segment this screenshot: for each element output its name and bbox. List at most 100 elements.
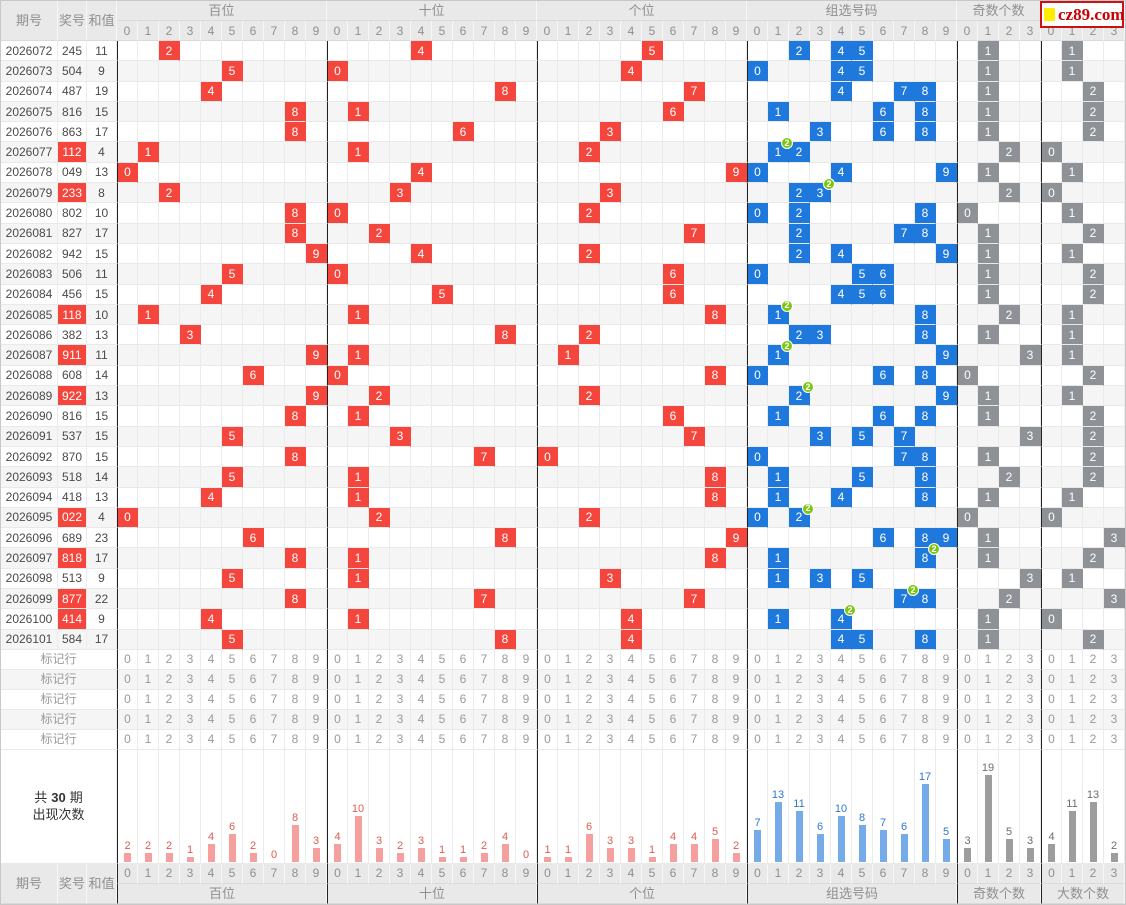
grid-cell [579, 426, 600, 447]
grid-cell [1062, 446, 1083, 468]
grid-cell [327, 487, 348, 508]
marker-digit: 5 [222, 689, 243, 710]
grid-cell [768, 629, 789, 650]
grid-cell [558, 61, 579, 82]
grid-cell [1041, 61, 1062, 82]
footer-col-digit: 8 [915, 863, 936, 884]
marker-digit: 3 [1020, 689, 1041, 710]
grid-cell [684, 142, 705, 163]
grid-cell [243, 61, 264, 82]
grid-cell [852, 365, 873, 387]
grid-cell [264, 223, 285, 244]
sum-cell: 9 [87, 609, 117, 630]
grid-cell [537, 264, 558, 285]
stat-bar [1005, 838, 1013, 862]
stat-value: 19 [981, 761, 995, 774]
grid-cell [453, 446, 474, 468]
grid-cell [306, 548, 327, 569]
marker-digit: 6 [663, 669, 684, 690]
grid-cell [747, 629, 768, 650]
footer-col-digit: 6 [873, 863, 894, 884]
group-mark: 3 [810, 426, 831, 447]
grid-cell [789, 406, 810, 427]
group-mark: 0 [747, 264, 768, 285]
count-mark: 3 [1020, 426, 1041, 447]
stat-bar-cell: 3 [306, 749, 327, 864]
col-header-digit: 2 [369, 21, 390, 41]
grid-cell [579, 264, 600, 285]
count-mark: 0 [1041, 183, 1062, 204]
grid-cell [222, 446, 243, 468]
stat-value: 7 [879, 816, 887, 829]
grid-cell [474, 507, 495, 529]
grid-cell [726, 568, 747, 590]
grid-cell [810, 467, 831, 488]
count-mark: 1 [1062, 325, 1083, 346]
grid-cell [243, 426, 264, 447]
grid-cell [600, 589, 621, 610]
grid-cell [327, 162, 348, 184]
grid-cell [852, 162, 873, 184]
site-logo[interactable]: cz89.com [1040, 1, 1125, 28]
col-header-digit: 4 [201, 21, 222, 41]
section-label-hundreds: 百位 [117, 1, 327, 21]
grid-cell [978, 365, 999, 387]
footer-section-label-units: 个位 [537, 883, 747, 904]
marker-digit: 5 [222, 709, 243, 730]
marker-digit: 6 [453, 649, 474, 670]
grid-cell [768, 243, 789, 265]
digit-mark: 2 [369, 507, 390, 529]
grid-cell [432, 589, 453, 610]
grid-cell [411, 325, 432, 346]
marker-digit: 7 [894, 669, 915, 690]
grid-cell [180, 183, 201, 204]
grid-cell [915, 568, 936, 590]
grid-cell [705, 243, 726, 265]
grid-cell [390, 264, 411, 285]
grid-cell [453, 386, 474, 407]
marker-digit: 5 [852, 649, 873, 670]
grid-cell [495, 446, 516, 468]
grid-cell [117, 101, 138, 123]
group-mark: 1 [768, 568, 789, 590]
grid-cell [243, 41, 264, 62]
grid-cell [306, 223, 327, 244]
grid-cell [306, 284, 327, 305]
grid-cell [831, 446, 852, 468]
grid-cell [642, 162, 663, 184]
stat-bar-cell: 13 [768, 749, 789, 864]
stat-value: 13 [1086, 789, 1100, 802]
grid-cell [957, 101, 978, 123]
col-header-digit: 0 [957, 21, 978, 41]
period-cell: 2026082 [1, 243, 58, 265]
grid-cell [1041, 304, 1062, 326]
grid-cell [621, 304, 642, 326]
footer-col-digit: 2 [369, 863, 390, 884]
grid-cell [894, 568, 915, 590]
grid-cell [390, 304, 411, 326]
grid-cell [936, 304, 957, 326]
grid-cell [684, 629, 705, 650]
grid-cell [789, 609, 810, 630]
grid-cell [117, 386, 138, 407]
digit-mark: 3 [390, 426, 411, 447]
marker-digit: 9 [306, 669, 327, 690]
grid-cell [306, 589, 327, 610]
grid-cell [432, 345, 453, 366]
grid-cell [957, 61, 978, 82]
stat-bar [334, 843, 341, 862]
stat-bar [207, 843, 215, 862]
grid-cell [684, 365, 705, 387]
grid-cell [453, 365, 474, 387]
grid-cell [264, 264, 285, 285]
grid-cell [432, 81, 453, 102]
footer-col-digit: 2 [1083, 863, 1104, 884]
grid-cell [705, 609, 726, 630]
grid-cell [663, 589, 684, 610]
grid-cell [516, 142, 537, 163]
marker-digit: 9 [726, 649, 747, 670]
marker-digit: 6 [243, 649, 264, 670]
grid-cell [873, 243, 894, 265]
grid-cell [705, 284, 726, 305]
stat-bar [480, 852, 488, 862]
